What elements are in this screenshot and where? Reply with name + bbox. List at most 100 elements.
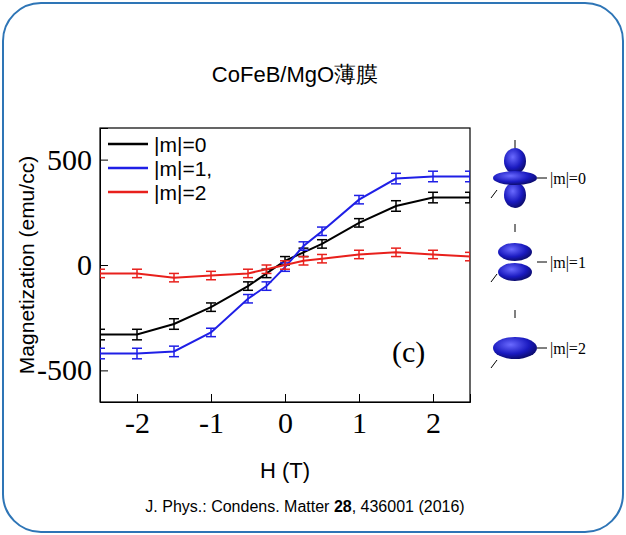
error-stem [210, 328, 212, 336]
error-cap [465, 202, 470, 204]
error-cap [206, 327, 216, 329]
error-stem [100, 269, 101, 277]
error-cap [354, 249, 364, 251]
error-cap [354, 203, 364, 205]
y-tick-label: -500 [37, 353, 92, 386]
legend: |m|=0|m|=1,|m|=2 [108, 133, 212, 204]
error-stem [358, 250, 360, 258]
error-cap [243, 281, 253, 283]
error-bar [428, 171, 438, 182]
error-cap [280, 271, 290, 273]
error-bar [243, 269, 253, 277]
error-bar [391, 173, 401, 184]
legend-label: |m|=2 [154, 181, 206, 204]
x-tick-label: 0 [278, 406, 293, 439]
error-bar [243, 295, 253, 303]
y-tick: 500 [47, 143, 108, 176]
series-line [100, 252, 470, 277]
error-stem [284, 261, 286, 269]
error-cap [354, 195, 364, 197]
error-stem [173, 346, 175, 357]
x-tick-label: -1 [199, 406, 224, 439]
error-cap [169, 273, 179, 275]
border [3, 3, 623, 532]
error-cap [280, 268, 290, 270]
error-cap [317, 235, 327, 237]
error-stem [321, 254, 323, 262]
error-cap [465, 252, 470, 254]
error-cap [100, 277, 105, 279]
x-tick: 2 [426, 394, 441, 439]
error-cap [391, 256, 401, 258]
error-stem [136, 269, 138, 277]
error-stem [432, 250, 434, 258]
error-cap [100, 268, 105, 270]
error-cap [206, 271, 216, 273]
orbital-axis [515, 224, 516, 232]
y-tick-mark [100, 370, 108, 371]
error-cap [206, 279, 216, 281]
error-stem [358, 195, 360, 203]
error-cap [243, 302, 253, 304]
error-cap [169, 356, 179, 358]
error-cap [299, 249, 309, 251]
orbitals [491, 140, 547, 368]
error-bar [354, 219, 364, 227]
chart: CoFeB/MgO薄膜-2-1012-5000500H (T)Magnetiza… [0, 0, 626, 535]
orbital-lobe [498, 263, 532, 281]
error-stem [303, 257, 305, 265]
error-bar [428, 192, 438, 203]
orbital [491, 140, 547, 208]
error-bar [354, 250, 364, 258]
error-cap [100, 329, 105, 331]
citation-volume: 28 [334, 498, 352, 515]
error-cap [299, 264, 309, 266]
legend-swatch [108, 191, 148, 194]
orbital-label: |m|=1 [550, 254, 586, 272]
x-tick: 1 [352, 394, 367, 439]
error-cap [262, 264, 272, 266]
error-bar [465, 192, 470, 203]
y-axis-line [101, 129, 109, 403]
legend-swatch [108, 167, 148, 170]
error-stem [469, 171, 470, 182]
orbital-axis [537, 178, 547, 179]
error-cap [100, 348, 105, 350]
error-stem [358, 219, 360, 227]
x-tick-mark [433, 394, 434, 402]
error-cap [299, 241, 309, 243]
error-bar [428, 250, 438, 258]
error-cap [132, 339, 142, 341]
error-bar [299, 242, 309, 250]
error-bar [206, 328, 216, 336]
plot-frame [100, 128, 470, 402]
error-bar [262, 282, 272, 290]
error-stem [266, 282, 268, 290]
error-stem [469, 252, 470, 260]
error-cap [465, 170, 470, 172]
error-cap [317, 247, 327, 249]
error-cap [391, 247, 401, 249]
error-stem [303, 242, 305, 250]
x-tick-mark [285, 394, 286, 402]
error-stem [100, 329, 101, 340]
error-bar [206, 303, 216, 311]
error-stem [432, 171, 434, 182]
error-bar [206, 271, 216, 279]
error-bar [317, 227, 327, 235]
error-cap [465, 192, 470, 194]
orbital-axis [491, 274, 497, 282]
error-cap [428, 249, 438, 251]
error-bar [132, 348, 142, 359]
error-stem [432, 192, 434, 203]
error-cap [317, 239, 327, 241]
error-cap [391, 173, 401, 175]
y-tick: -500 [37, 353, 108, 386]
error-cap [169, 329, 179, 331]
error-cap [354, 258, 364, 260]
error-cap [354, 226, 364, 228]
error-cap [317, 262, 327, 264]
x-tick-mark [211, 394, 212, 402]
error-bar [169, 346, 179, 357]
error-bar [262, 265, 272, 273]
